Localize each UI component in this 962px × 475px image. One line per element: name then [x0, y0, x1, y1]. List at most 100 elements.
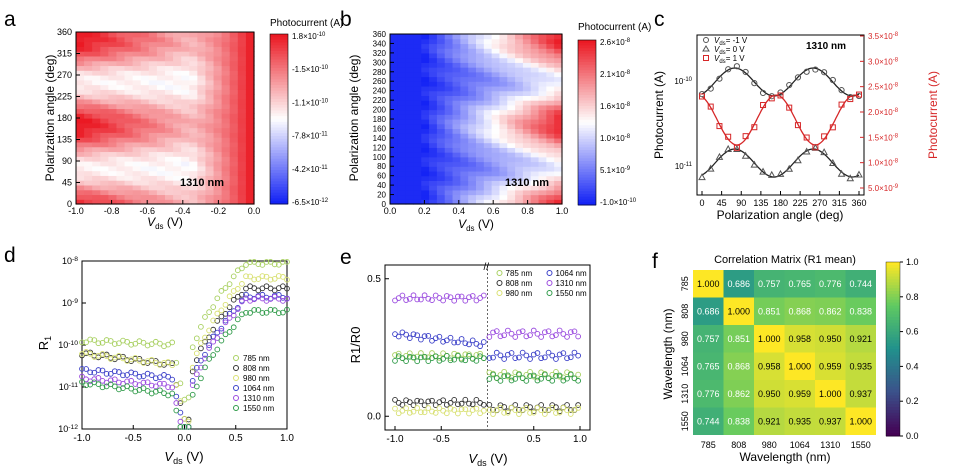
data-point [466, 353, 472, 359]
correlation-value: 1.000 [697, 279, 720, 289]
heatmap-cell [405, 62, 415, 68]
colorbar-cell [270, 150, 288, 154]
heatmap-cell [116, 170, 126, 176]
colorbar-cell [578, 152, 596, 156]
data-point [399, 292, 406, 299]
y-tick-label: 0 [67, 199, 72, 209]
heatmap-cell [476, 81, 485, 87]
heatmap-cell [92, 75, 101, 81]
heatmap-cell [165, 46, 174, 52]
heatmap-cell [460, 142, 469, 148]
data-point [226, 329, 233, 335]
data-point [234, 316, 241, 323]
heatmap-cell [221, 41, 231, 47]
panel-b-colorbar: 2.6×10-82.1×10-81.6×10-81.0×10-85.1×10-9… [577, 38, 637, 207]
heatmap-cell [421, 62, 430, 68]
heatmap-cell [245, 108, 255, 114]
data-point [486, 376, 493, 382]
colorbar-tick-label: 1.0 [906, 257, 919, 267]
data-point [462, 340, 469, 347]
heatmap-cell [237, 170, 247, 176]
data-point-neg1v [716, 75, 723, 82]
heatmap-cell [100, 113, 109, 119]
heatmap-cell [390, 199, 399, 205]
heatmap-cell [156, 170, 166, 176]
heatmap-cell [538, 189, 547, 196]
correlation-cell [784, 297, 815, 325]
heatmap-cell [444, 199, 454, 205]
heatmap-cell [245, 127, 255, 133]
data-point [103, 370, 110, 377]
heatmap-cell [436, 34, 446, 40]
colorbar-cell [578, 194, 596, 198]
heatmap-cell [546, 90, 555, 96]
heatmap-cell [444, 104, 454, 111]
heatmap-cell [132, 194, 142, 200]
data-point [399, 355, 406, 361]
data-point [103, 353, 110, 360]
legend-entry: 1310 nm [556, 279, 587, 288]
heatmap-cell [165, 98, 174, 105]
colorbar-cell [578, 114, 596, 118]
data-point [95, 367, 102, 373]
heatmap-cell [148, 70, 158, 76]
colorbar-cell [578, 133, 596, 137]
correlation-cell [845, 270, 876, 298]
correlation-value: 0.765 [788, 279, 811, 289]
heatmap-cell [460, 152, 469, 158]
data-point [255, 261, 262, 268]
heatmap-cell [507, 194, 516, 200]
data-point [152, 358, 159, 364]
heatmap-cell [436, 133, 446, 139]
panel-a-axes: -1.0 -0.8 -0.6 -0.4 -0.2 0.004590135180225270… [57, 27, 260, 216]
heatmap-cell [390, 137, 399, 144]
x-tick-label: 1.0 [280, 433, 294, 444]
heatmap-cell [483, 199, 493, 205]
heatmap-cell [499, 137, 508, 144]
data-point [214, 346, 221, 353]
heatmap-cell [229, 65, 239, 71]
y-tick-label: 90 [62, 156, 72, 166]
heatmap-cell [413, 152, 422, 158]
heatmap-cell [229, 75, 239, 81]
heatmap-cell [148, 32, 158, 38]
data-point [527, 332, 533, 338]
heatmap-cell [397, 85, 407, 92]
heatmap-cell [116, 122, 126, 129]
heatmap-cell [515, 128, 524, 134]
heatmap-cell [460, 137, 469, 144]
data-point [120, 372, 126, 379]
heatmap-cell [436, 57, 446, 63]
heatmap-cell [538, 175, 547, 181]
data-point [421, 353, 428, 360]
heatmap-cell [530, 57, 540, 63]
x-tick-label: -0.5 [433, 434, 451, 445]
correlation-cell [693, 270, 724, 298]
panel-d-label: d [4, 244, 16, 267]
heatmap-cell [421, 189, 430, 196]
heatmap-cell [124, 170, 134, 176]
heatmap-cell [421, 170, 430, 177]
x-tick-label: 1064 [790, 440, 810, 450]
colorbar-cell [270, 65, 288, 69]
heatmap-cell [124, 122, 134, 129]
heatmap-cell [100, 98, 109, 105]
colorbar-cell [578, 191, 596, 195]
data-point [458, 336, 465, 342]
heatmap-cell [538, 119, 547, 125]
correlation-value: 0.757 [697, 334, 720, 344]
data-point [392, 357, 398, 364]
correlation-cell [693, 380, 724, 408]
heatmap-cell [197, 65, 207, 71]
heatmap-cell [507, 52, 516, 59]
heatmap-cell [452, 189, 461, 196]
heatmap-cell [390, 71, 399, 78]
heatmap-cell [429, 90, 438, 96]
heatmap-cell [538, 100, 547, 106]
heatmap-cell [429, 161, 438, 167]
data-point [214, 295, 221, 302]
heatmap-cell [132, 132, 142, 138]
heatmap-cell [205, 137, 215, 143]
data-point [501, 373, 508, 379]
heatmap-cell [483, 123, 493, 130]
